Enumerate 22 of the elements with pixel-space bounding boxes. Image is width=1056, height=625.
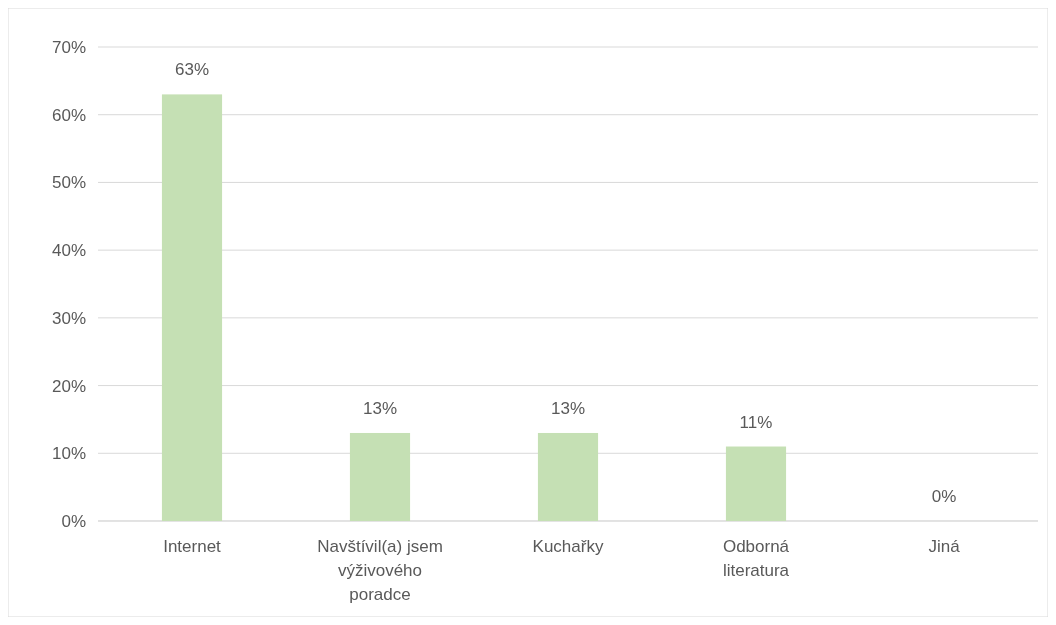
data-label: 0% (931, 487, 957, 506)
y-tick-label: 40% (51, 241, 86, 261)
y-tick-label: 20% (51, 376, 86, 396)
x-tick-label: Navštívil(a) jsem výživového poradce (317, 537, 443, 604)
data-label: 13% (550, 398, 586, 418)
data-label: 63% (174, 60, 210, 80)
data-label: 13% (362, 398, 398, 418)
bar (725, 446, 787, 521)
x-tick-label: Jiná (928, 537, 961, 556)
y-tick-label: 0% (61, 511, 86, 531)
y-tick-label: 50% (51, 173, 86, 193)
bar (161, 94, 223, 521)
y-tick-label: 60% (51, 105, 86, 125)
y-tick-label: 30% (51, 308, 86, 328)
bar (537, 432, 599, 521)
x-tick-label: Odborná literatura (722, 537, 790, 580)
y-tick-label: 10% (51, 444, 86, 464)
y-tick-label: 70% (51, 37, 86, 57)
x-tick-label: Kuchařky (532, 537, 604, 556)
data-label: 11% (739, 412, 773, 432)
bar (349, 432, 411, 521)
x-tick-label: Internet (163, 537, 222, 556)
